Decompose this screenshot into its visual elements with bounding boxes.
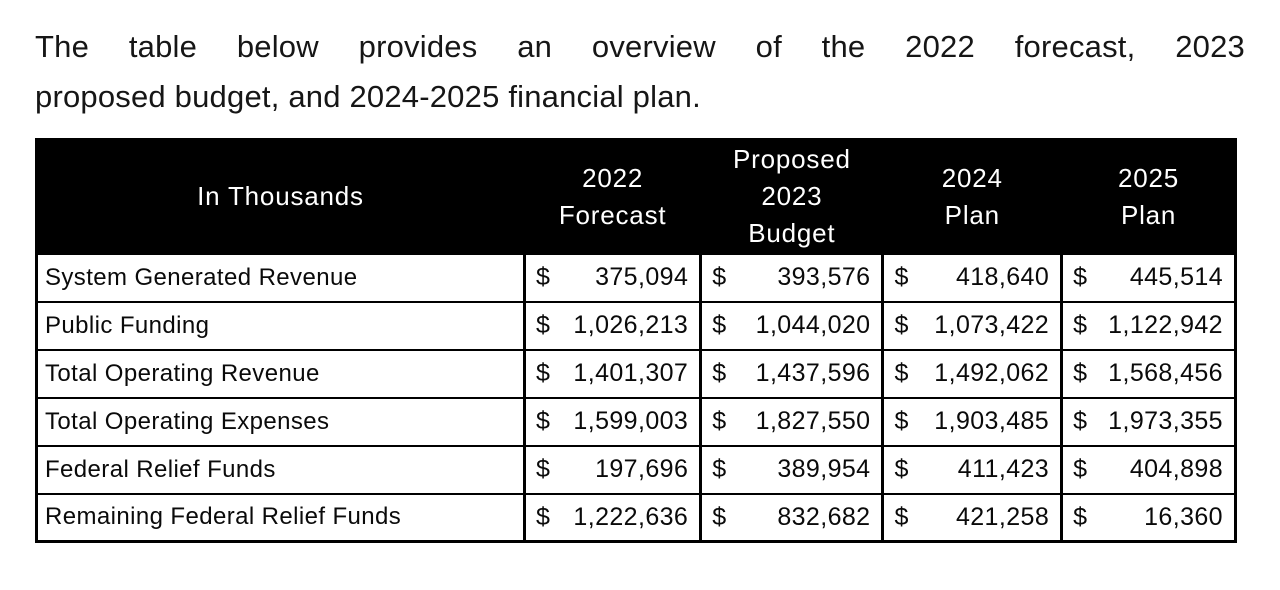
intro-paragraph: The table below provides an overview of … (35, 22, 1245, 122)
dollar-sign: $ (536, 502, 551, 531)
dollar-sign: $ (1073, 407, 1088, 435)
money-cell: $ 404,898 (1060, 444, 1237, 495)
money-cell: $ 1,437,596 (699, 348, 885, 399)
dollar-sign: $ (1073, 455, 1088, 483)
col-header-in-thousands: In Thousands (35, 138, 526, 255)
dollar-sign: $ (1073, 502, 1088, 531)
money-cell: $ 1,973,355 (1060, 396, 1237, 447)
intro-line-2: proposed budget, and 2024-2025 financial… (35, 79, 701, 114)
dollar-sign: $ (1073, 311, 1088, 339)
amount-value: 1,599,003 (573, 407, 689, 435)
money-cell: $ 1,568,456 (1060, 348, 1237, 399)
dollar-sign: $ (536, 359, 551, 387)
dollar-sign: $ (894, 455, 909, 483)
table-row: Total Operating Expenses $ 1,599,003 $ 1… (35, 396, 1237, 447)
table-header: In Thousands 2022 Forecast Proposed 2023… (35, 138, 1237, 255)
intro-line-1: The table below provides an overview of … (35, 29, 1245, 64)
amount-value: 832,682 (777, 502, 871, 531)
amount-value: 1,492,062 (934, 359, 1050, 387)
row-label: Total Operating Revenue (35, 348, 526, 399)
dollar-sign: $ (536, 311, 551, 339)
dollar-sign: $ (894, 359, 909, 387)
col-header-2025-plan: 2025 Plan (1060, 138, 1237, 255)
amount-value: 1,973,355 (1108, 407, 1223, 435)
dollar-sign: $ (712, 502, 727, 531)
amount-value: 1,827,550 (755, 407, 871, 435)
amount-value: 1,044,020 (755, 311, 871, 339)
dollar-sign: $ (894, 502, 909, 531)
amount-value: 1,401,307 (573, 359, 689, 387)
col-header-2022-forecast: 2022 Forecast (522, 138, 703, 255)
dollar-sign: $ (712, 311, 727, 339)
money-cell: $ 832,682 (699, 492, 885, 543)
amount-value: 1,568,456 (1108, 359, 1223, 387)
money-cell: $ 1,122,942 (1060, 300, 1237, 351)
dollar-sign: $ (894, 311, 909, 339)
amount-value: 1,073,422 (934, 311, 1050, 339)
amount-value: 197,696 (595, 455, 689, 483)
money-cell: $ 411,423 (881, 444, 1064, 495)
col-header-2023-proposed-budget: Proposed 2023 Budget (699, 138, 885, 255)
row-label: Total Operating Expenses (35, 396, 526, 447)
table-row: Public Funding $ 1,026,213 $ 1,044,020 $… (35, 300, 1237, 351)
money-cell: $ 445,514 (1060, 252, 1237, 303)
table-body: System Generated Revenue $ 375,094 $ 393… (35, 252, 1237, 543)
money-cell: $ 1,492,062 (881, 348, 1064, 399)
money-cell: $ 421,258 (881, 492, 1064, 543)
row-label: System Generated Revenue (35, 252, 526, 303)
row-label: Public Funding (35, 300, 526, 351)
amount-value: 421,258 (955, 502, 1050, 531)
money-cell: $ 1,827,550 (699, 396, 885, 447)
amount-value: 411,423 (957, 455, 1050, 483)
money-cell: $ 197,696 (522, 444, 703, 495)
amount-value: 445,514 (1129, 263, 1223, 292)
row-label: Federal Relief Funds (35, 444, 526, 495)
table-row: Federal Relief Funds $ 197,696 $ 389,954… (35, 444, 1237, 495)
col-header-2024-plan: 2024 Plan (881, 138, 1064, 255)
money-cell: $ 1,401,307 (522, 348, 703, 399)
money-cell: $ 418,640 (881, 252, 1064, 303)
dollar-sign: $ (894, 407, 909, 435)
amount-value: 393,576 (777, 263, 871, 292)
dollar-sign: $ (712, 455, 727, 483)
money-cell: $ 1,044,020 (699, 300, 885, 351)
dollar-sign: $ (894, 263, 909, 292)
amount-value: 389,954 (777, 455, 871, 483)
amount-value: 16,360 (1144, 502, 1223, 531)
dollar-sign: $ (536, 263, 551, 292)
dollar-sign: $ (712, 263, 727, 292)
dollar-sign: $ (1073, 263, 1088, 292)
amount-value: 1,437,596 (755, 359, 871, 387)
amount-value: 1,122,942 (1108, 311, 1223, 339)
dollar-sign: $ (712, 359, 727, 387)
money-cell: $ 389,954 (699, 444, 885, 495)
money-cell: $ 1,903,485 (881, 396, 1064, 447)
money-cell: $ 1,073,422 (881, 300, 1064, 351)
table-row: Remaining Federal Relief Funds $ 1,222,6… (35, 492, 1237, 543)
money-cell: $ 375,094 (522, 252, 703, 303)
money-cell: $ 16,360 (1060, 492, 1237, 543)
dollar-sign: $ (712, 407, 727, 435)
financial-overview-table: In Thousands 2022 Forecast Proposed 2023… (35, 138, 1237, 543)
header-row: In Thousands 2022 Forecast Proposed 2023… (35, 138, 1237, 255)
dollar-sign: $ (536, 455, 551, 483)
amount-value: 375,094 (595, 263, 689, 292)
row-label: Remaining Federal Relief Funds (35, 492, 526, 543)
amount-value: 418,640 (955, 263, 1050, 292)
money-cell: $ 393,576 (699, 252, 885, 303)
money-cell: $ 1,222,636 (522, 492, 703, 543)
money-cell: $ 1,026,213 (522, 300, 703, 351)
table-row: System Generated Revenue $ 375,094 $ 393… (35, 252, 1237, 303)
amount-value: 1,903,485 (934, 407, 1050, 435)
amount-value: 404,898 (1129, 455, 1223, 483)
amount-value: 1,026,213 (573, 311, 689, 339)
dollar-sign: $ (1073, 359, 1088, 387)
dollar-sign: $ (536, 407, 551, 435)
money-cell: $ 1,599,003 (522, 396, 703, 447)
table-row: Total Operating Revenue $ 1,401,307 $ 1,… (35, 348, 1237, 399)
amount-value: 1,222,636 (573, 502, 689, 531)
